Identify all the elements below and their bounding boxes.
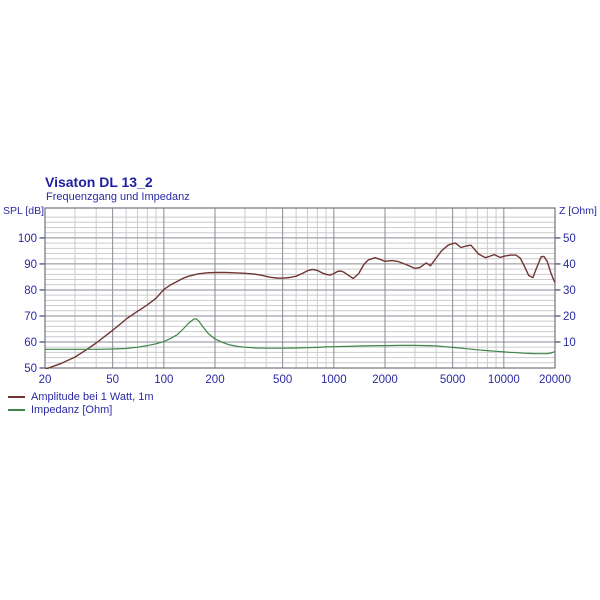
left-tick-label: 80	[24, 285, 37, 297]
right-axis-title: Z [Ohm]	[559, 205, 597, 217]
legend-item-impedance: Impedanz [Ohm]	[8, 403, 153, 416]
x-tick-label: 50	[106, 374, 119, 386]
right-tick-label: 30	[563, 285, 576, 297]
x-tick-label: 1000	[321, 374, 347, 386]
right-tick-label: 10	[563, 337, 576, 349]
x-tick-label: 100	[154, 374, 173, 386]
x-tick-label: 5000	[440, 374, 466, 386]
x-tick-label: 500	[273, 374, 292, 386]
right-tick-label: 20	[563, 311, 576, 323]
x-tick-label: 20000	[539, 374, 571, 386]
x-tick-label: 2000	[372, 374, 398, 386]
right-tick-label: 40	[563, 259, 576, 271]
impedance-curve	[45, 318, 555, 355]
left-tick-label: 70	[24, 311, 37, 323]
x-tick-label: 10000	[488, 374, 520, 386]
impedance-legend-label: Impedanz [Ohm]	[31, 403, 113, 416]
x-tick-label: 200	[205, 374, 224, 386]
chart-subtitle: Frequenzgang und Impedanz	[46, 191, 190, 203]
amplitude-legend-label: Amplitude bei 1 Watt, 1m	[31, 390, 154, 403]
legend: Amplitude bei 1 Watt, 1m Impedanz [Ohm]	[8, 390, 153, 416]
left-axis-title: SPL [dB]	[3, 205, 45, 217]
left-tick-label: 90	[24, 259, 37, 271]
chart-title: Visaton DL 13_2	[45, 174, 153, 190]
impedance-line-swatch	[8, 408, 25, 411]
plot-border	[44, 207, 556, 369]
legend-item-amplitude: Amplitude bei 1 Watt, 1m	[8, 390, 153, 403]
left-tick-label: 50	[24, 363, 37, 375]
left-tick-label: 100	[18, 233, 37, 245]
curves-group	[45, 242, 555, 369]
amplitude-line-swatch	[8, 395, 25, 398]
amplitude-curve	[45, 242, 555, 369]
right-tick-label: 50	[563, 233, 576, 245]
left-tick-label: 60	[24, 337, 37, 349]
x-tick-label: 20	[39, 374, 52, 386]
